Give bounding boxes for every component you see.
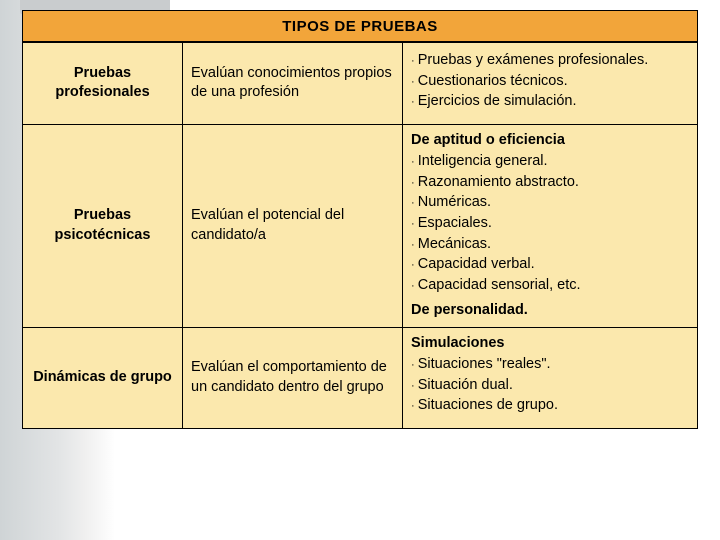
table-row: Dinámicas de grupoEvalúan el comportamie… [23, 327, 698, 428]
details-item: · Inteligencia general. [411, 152, 689, 172]
row-name: Pruebas profesionales [23, 43, 183, 125]
details-item: · Capacidad sensorial, etc. [411, 276, 689, 296]
details-item-text: Situaciones de grupo. [418, 397, 558, 413]
details-item-text: Mecánicas. [418, 236, 491, 252]
row-name: Dinámicas de grupo [23, 327, 183, 428]
details-item: · Razonamiento abstracto. [411, 173, 689, 193]
bullet-icon: · [411, 177, 418, 189]
table-row: Pruebas psicotécnicasEvalúan el potencia… [23, 124, 698, 327]
bullet-icon: · [411, 280, 418, 292]
details-item-text: Situaciones "reales". [418, 356, 551, 372]
row-details: Simulaciones· Situaciones "reales".· Sit… [403, 327, 698, 428]
bullet-icon: · [411, 96, 418, 108]
details-item-text: Ejercicios de simulación. [418, 93, 577, 109]
details-heading: Simulaciones [411, 334, 689, 354]
bullet-icon: · [411, 197, 418, 209]
row-details: De aptitud o eficiencia· Inteligencia ge… [403, 124, 698, 327]
bullet-icon: · [411, 55, 418, 67]
row-desc: Evalúan el comportamiento de un candidat… [183, 327, 403, 428]
details-item: · Situación dual. [411, 376, 689, 396]
bullet-icon: · [411, 359, 418, 371]
details-heading: De aptitud o eficiencia [411, 131, 689, 151]
types-table: Pruebas profesionalesEvalúan conocimient… [22, 42, 698, 429]
row-details: · Pruebas y exámenes profesionales.· Cue… [403, 43, 698, 125]
table-row: Pruebas profesionalesEvalúan conocimient… [23, 43, 698, 125]
bullet-icon: · [411, 218, 418, 230]
details-item: · Situaciones "reales". [411, 355, 689, 375]
details-item: · Situaciones de grupo. [411, 396, 689, 416]
bullet-icon: · [411, 259, 418, 271]
details-heading: De personalidad. [411, 301, 689, 321]
details-item-text: Numéricas. [418, 194, 491, 210]
row-desc: Evalúan conocimientos propios de una pro… [183, 43, 403, 125]
details-item: · Mecánicas. [411, 235, 689, 255]
row-name: Pruebas psicotécnicas [23, 124, 183, 327]
details-item-text: Espaciales. [418, 215, 492, 231]
details-item-text: Cuestionarios técnicos. [418, 73, 568, 89]
details-item: · Ejercicios de simulación. [411, 92, 689, 112]
details-item-text: Capacidad sensorial, etc. [418, 277, 581, 293]
bullet-icon: · [411, 380, 418, 392]
bullet-icon: · [411, 239, 418, 251]
details-item-text: Inteligencia general. [418, 153, 548, 169]
details-item-text: Pruebas y exámenes profesionales. [418, 52, 649, 68]
table-container: TIPOS DE PRUEBAS Pruebas profesionalesEv… [22, 10, 698, 429]
details-item: · Cuestionarios técnicos. [411, 72, 689, 92]
bullet-icon: · [411, 76, 418, 88]
bullet-icon: · [411, 156, 418, 168]
details-item: · Espaciales. [411, 214, 689, 234]
details-item-text: Razonamiento abstracto. [418, 174, 579, 190]
row-desc: Evalúan el potencial del candidato/a [183, 124, 403, 327]
details-item: · Capacidad verbal. [411, 255, 689, 275]
details-item: · Numéricas. [411, 193, 689, 213]
details-item: · Pruebas y exámenes profesionales. [411, 51, 689, 71]
table-title: TIPOS DE PRUEBAS [22, 10, 698, 42]
details-item-text: Situación dual. [418, 377, 513, 393]
details-item-text: Capacidad verbal. [418, 256, 535, 272]
bullet-icon: · [411, 400, 418, 412]
